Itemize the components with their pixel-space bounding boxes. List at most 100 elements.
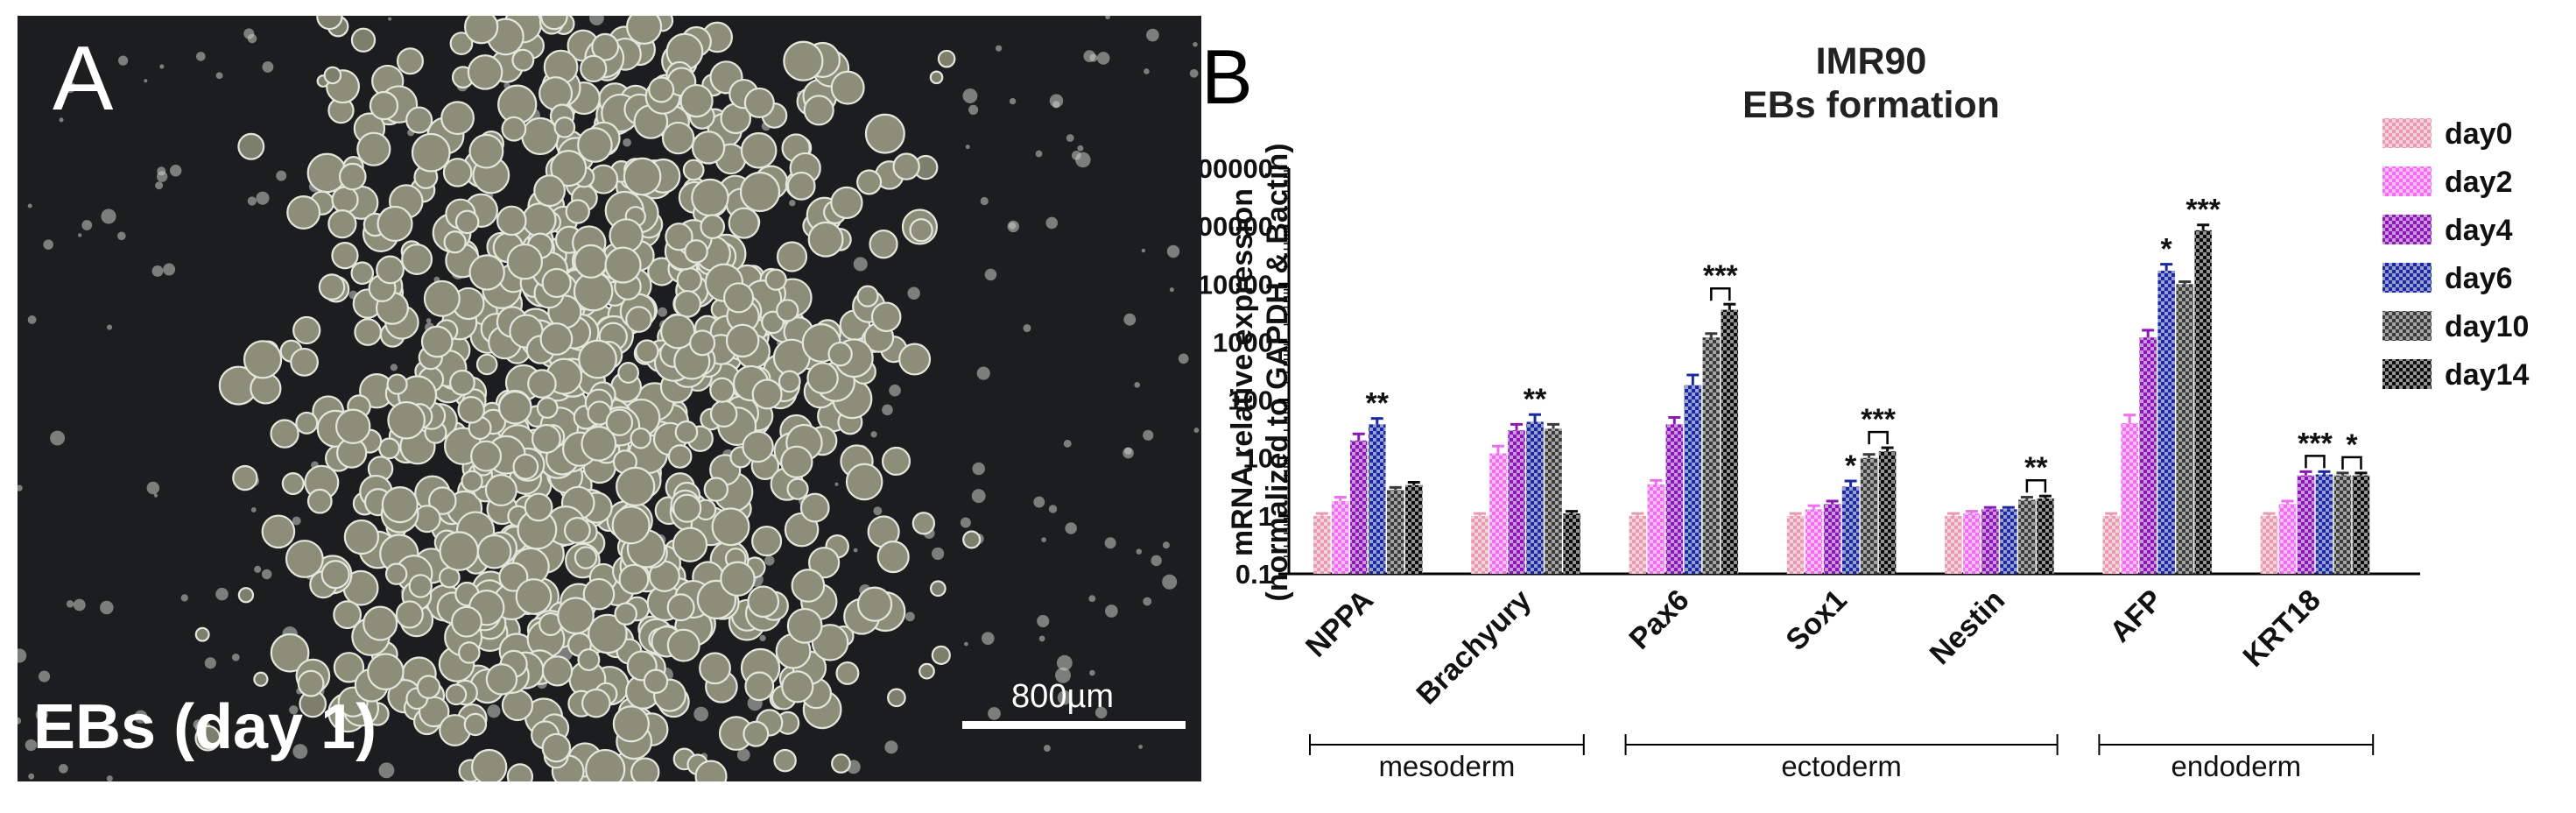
embryoid-body <box>811 624 849 661</box>
cell-speck <box>853 548 858 553</box>
embryoid-body <box>522 202 557 237</box>
embryoid-body <box>623 157 662 196</box>
embryoid-body <box>667 444 693 469</box>
bar-pattern <box>1369 424 1386 574</box>
bar-pattern <box>1878 451 1897 574</box>
embryoid-body <box>439 531 480 571</box>
bar-pattern <box>1786 515 1805 574</box>
cell-speck <box>151 265 164 277</box>
embryoid-body <box>553 117 576 138</box>
embryoid-body <box>449 369 475 396</box>
embryoid-body <box>515 578 553 615</box>
embryoid-body <box>929 580 947 597</box>
microscopy-image-panel: A EBs (day 1) 800µm <box>18 16 1201 781</box>
cell-speck <box>1023 324 1031 333</box>
embryoid-body <box>386 373 408 395</box>
cell-speck <box>968 104 979 115</box>
embryoid-body <box>806 362 839 394</box>
embryoid-body <box>295 411 319 435</box>
embryoid-body <box>232 464 258 491</box>
cell-speck <box>907 286 920 300</box>
embryoid-body <box>475 353 498 376</box>
embryoid-body <box>451 605 482 638</box>
cell-speck <box>884 740 898 754</box>
bar-pattern <box>1387 490 1404 574</box>
cell-speck <box>195 52 206 61</box>
embryoid-body <box>408 574 433 598</box>
bar-pattern <box>1350 440 1368 574</box>
embryoid-body <box>672 493 702 523</box>
cell-speck <box>107 324 113 330</box>
cell-speck <box>853 257 868 272</box>
cell-speck <box>25 739 38 752</box>
expression-bar-chart: B IMR90 EBs formation mRNA relative expr… <box>1201 33 2529 782</box>
cell-speck <box>100 600 114 615</box>
embryoid-body <box>574 244 609 279</box>
embryoid-body <box>541 732 572 763</box>
cell-speck <box>1193 428 1200 433</box>
cell-speck <box>1045 216 1059 230</box>
embryoid-body <box>285 540 324 578</box>
legend-swatch-pattern <box>2382 359 2432 389</box>
embryoid-body <box>261 514 296 549</box>
cell-speck <box>1104 537 1116 549</box>
chart-legend: day0 day2 day4 day6 day10 day14 <box>2382 117 2529 392</box>
cell-speck <box>18 484 23 491</box>
embryoid-body <box>320 560 350 590</box>
cell-speck <box>155 181 164 190</box>
embryoid-body <box>270 633 310 673</box>
embryoid-body <box>869 230 898 259</box>
embryoid-body <box>378 437 400 460</box>
cell-speck <box>1094 706 1108 719</box>
embryoid-body <box>467 54 503 90</box>
embryoid-body <box>660 314 696 350</box>
embryoid-body <box>630 427 652 449</box>
embryoid-body <box>440 101 475 136</box>
embryoid-body <box>354 318 382 346</box>
panel-b-letter: B <box>1201 33 1253 120</box>
bar-pattern <box>2037 498 2054 574</box>
embryoid-body <box>773 748 797 773</box>
cell-speck <box>995 45 1003 52</box>
cell-speck <box>289 705 299 715</box>
embryoid-body <box>911 512 936 535</box>
bar-pattern <box>2278 504 2297 574</box>
embryoid-body <box>679 83 714 118</box>
embryoid-body <box>521 117 560 156</box>
embryoid-body <box>395 600 424 629</box>
embryoid-body <box>591 32 620 61</box>
embryoid-body <box>384 562 408 585</box>
embryoid-body <box>297 669 325 697</box>
cell-speck <box>1104 604 1118 618</box>
embryoid-body <box>799 492 830 523</box>
significance-label: *** <box>2298 427 2333 460</box>
cell-speck <box>981 632 995 645</box>
cell-speck <box>27 315 37 324</box>
cell-speck <box>28 773 35 780</box>
bar-pattern <box>1563 513 1580 574</box>
cell-speck <box>73 598 86 612</box>
cell-speck <box>1134 382 1140 388</box>
embryoid-body <box>709 399 738 428</box>
embryoid-body <box>501 689 534 722</box>
chart-title-line-2: EBs formation <box>1742 84 2000 126</box>
embryoid-body <box>614 602 638 626</box>
embryoid-body <box>327 209 357 239</box>
embryoid-body <box>618 563 650 595</box>
significance-bracket <box>2341 456 2362 470</box>
category-label-Pax6: Pax6 <box>1622 583 1695 656</box>
significance-label: *** <box>1861 403 1896 436</box>
embryoid-body <box>611 505 651 545</box>
bar-pattern <box>2260 515 2278 574</box>
embryoid-body <box>918 662 935 680</box>
cell-speck <box>1007 220 1019 233</box>
embryoid-body <box>831 753 851 774</box>
cell-speck <box>972 462 985 476</box>
cell-speck <box>27 203 32 209</box>
cell-speck <box>658 307 668 317</box>
embryoid-body <box>464 16 499 45</box>
cell-speck <box>971 489 986 504</box>
cell-speck <box>18 717 22 725</box>
cell-speck <box>169 165 182 177</box>
embryoid-body <box>581 688 611 718</box>
